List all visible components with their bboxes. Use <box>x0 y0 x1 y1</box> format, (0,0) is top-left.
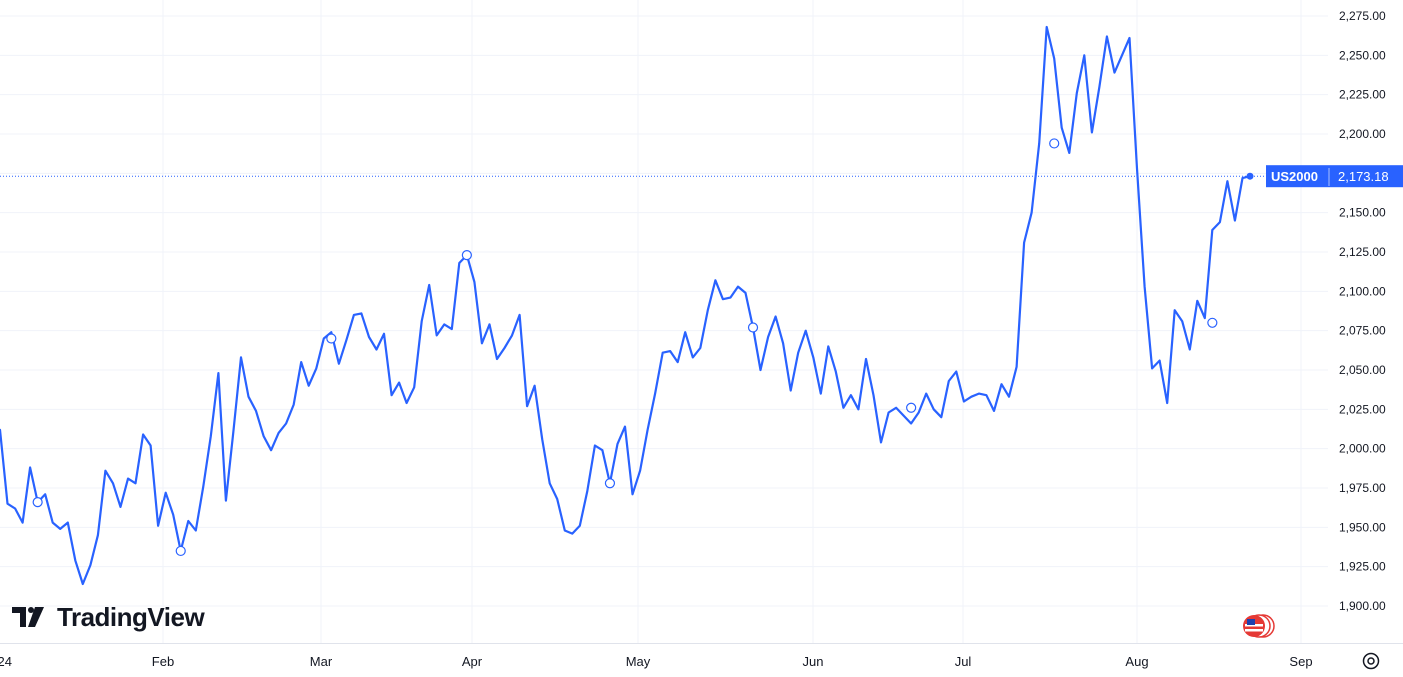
y-tick-label: 1,950.00 <box>1339 520 1386 534</box>
y-tick-label: 2,050.00 <box>1339 363 1386 377</box>
tradingview-logo[interactable]: TradingView <box>12 602 206 632</box>
event-marker[interactable] <box>604 478 616 489</box>
event-markers[interactable] <box>32 138 1218 557</box>
event-marker[interactable] <box>1049 138 1060 149</box>
price-tag-value: 2,173.18 <box>1338 169 1389 184</box>
y-tick-label: 1,975.00 <box>1339 481 1386 495</box>
price-tag-symbol: US2000 <box>1271 169 1318 184</box>
x-tick-label: Mar <box>310 654 333 669</box>
y-tick-label: 2,275.00 <box>1339 9 1386 23</box>
x-tick-label: Aug <box>1125 654 1148 669</box>
x-tick-label: 24 <box>0 654 12 669</box>
y-tick-label: 1,925.00 <box>1339 560 1386 574</box>
grid <box>0 0 1328 643</box>
y-tick-label: 2,075.00 <box>1339 324 1386 338</box>
event-marker[interactable] <box>906 402 917 413</box>
y-tick-label: 2,100.00 <box>1339 284 1386 298</box>
price-tag-background <box>1266 165 1403 188</box>
x-tick-label: Sep <box>1289 654 1312 669</box>
event-marker[interactable] <box>175 545 186 557</box>
event-marker[interactable] <box>326 333 337 344</box>
x-tick-label: Feb <box>152 654 174 669</box>
tv-logo-icon <box>12 607 44 627</box>
x-axis[interactable]: 24 Feb Mar Apr May Jun Jul Aug Sep <box>0 654 1313 669</box>
y-tick-label: 2,200.00 <box>1339 127 1386 141</box>
x-tick-label: May <box>626 654 651 669</box>
y-tick-label: 2,150.00 <box>1339 206 1386 220</box>
last-point-dot <box>1246 172 1254 180</box>
x-tick-label: Jul <box>955 654 972 669</box>
gear-icon[interactable] <box>1362 652 1380 670</box>
y-tick-label: 2,225.00 <box>1339 88 1386 102</box>
event-marker[interactable] <box>1207 317 1218 328</box>
y-tick-label: 2,250.00 <box>1339 48 1386 62</box>
event-marker[interactable] <box>32 497 43 508</box>
x-tick-label: Jun <box>803 654 824 669</box>
y-tick-label: 2,000.00 <box>1339 442 1386 456</box>
y-tick-label: 1,900.00 <box>1339 599 1386 613</box>
us-flag-icon[interactable] <box>1243 614 1275 638</box>
y-tick-label: 2,025.00 <box>1339 402 1386 416</box>
event-marker[interactable] <box>461 250 472 261</box>
series-line[interactable] <box>0 25 1252 586</box>
price-tag: US2000 2,173.18 <box>1266 165 1403 188</box>
y-tick-label: 2,125.00 <box>1339 245 1386 259</box>
event-marker[interactable] <box>747 322 759 333</box>
logo-text: TradingView <box>57 602 205 632</box>
y-axis[interactable]: 2,275.002,250.002,225.002,200.002,175.00… <box>1339 9 1386 613</box>
x-tick-label: Apr <box>462 654 483 669</box>
